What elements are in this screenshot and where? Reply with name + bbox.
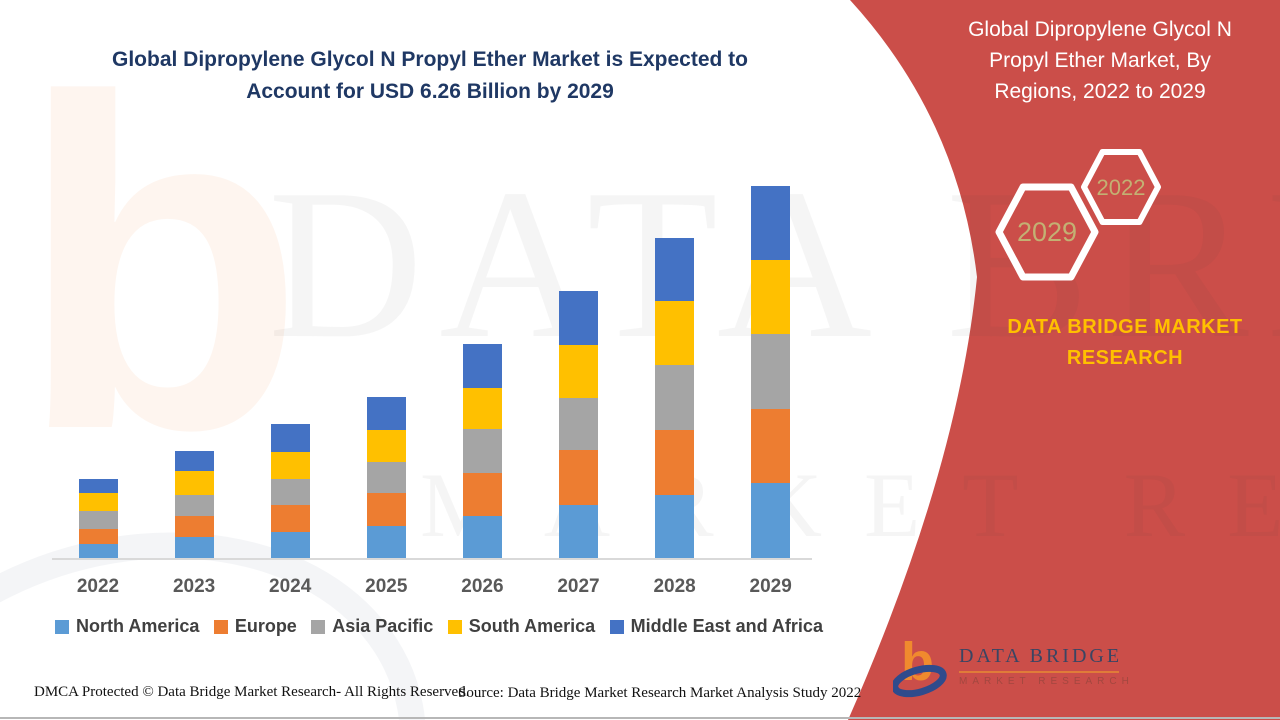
data-bridge-logo: b DATA BRIDGE MARKET RESEARCH <box>893 634 1134 698</box>
bar-segment-2029-middle-east-and-africa <box>751 185 791 260</box>
brand-name-text: DATA BRIDGE MARKET RESEARCH <box>960 312 1280 374</box>
x-axis-label-2028: 2028 <box>653 576 696 597</box>
footer-source: Source: Data Bridge Market Research Mark… <box>458 685 862 701</box>
side-panel-title: Global Dipropylene Glycol N Propyl Ether… <box>968 18 1232 103</box>
logo-b-icon: b <box>893 634 947 698</box>
legend-item-north-america: North America <box>55 616 199 637</box>
stacked-bar-2022 <box>78 479 118 559</box>
stacked-bar-2023 <box>174 451 214 559</box>
bar-segment-2024-middle-east-and-africa <box>270 424 310 452</box>
bar-segment-2024-europe <box>270 505 310 533</box>
bar-segment-2028-middle-east-and-africa <box>655 238 695 302</box>
bar-segment-2026-middle-east-and-africa <box>462 343 502 388</box>
bar-segment-2025-middle-east-and-africa <box>366 396 406 431</box>
bar-segment-2022-europe <box>78 528 118 545</box>
stacked-bar-2029 <box>751 185 791 559</box>
bar-segment-2028-north-america <box>655 495 695 559</box>
logo-name: DATA BRIDGE <box>959 645 1123 667</box>
stacked-bar-2027 <box>559 290 598 559</box>
legend-item-south-america: South America <box>447 616 596 637</box>
bar-segment-2028-europe <box>655 429 695 496</box>
bar-segment-2029-north-america <box>751 483 791 559</box>
logo-b-glyph: b <box>901 634 934 692</box>
legend-label: Middle East and Africa <box>630 616 823 636</box>
legend-label: South America <box>468 616 596 636</box>
bar-segment-2028-asia-pacific <box>655 364 695 430</box>
stacked-bar-2025 <box>366 396 406 559</box>
bar-segment-2029-south-america <box>751 259 791 335</box>
legend-item-middle-east-and-africa: Middle East and Africa <box>609 616 823 637</box>
logo-underline <box>959 671 1119 673</box>
hexagon-2022 <box>1081 149 1161 225</box>
bar-segment-2023-middle-east-and-africa <box>174 451 214 472</box>
legend-item-asia-pacific: Asia Pacific <box>311 616 433 637</box>
bar-segment-2024-south-america <box>270 451 310 480</box>
x-axis-line <box>52 558 812 560</box>
x-axis-label-2026: 2026 <box>461 576 504 597</box>
brand-name-line2: RESEARCH <box>1066 347 1184 369</box>
legend-swatch <box>447 619 462 634</box>
chart-legend: North America Europe Asia Pacific South Ame… <box>55 616 823 637</box>
logo-swoosh <box>893 664 947 698</box>
legend-swatch <box>609 619 624 634</box>
bar-segment-2025-europe <box>366 493 406 527</box>
x-axis-label-2024: 2024 <box>269 576 312 597</box>
bar-segment-2022-middle-east-and-africa <box>78 479 118 494</box>
bar-segment-2022-south-america <box>78 493 118 511</box>
chart-title: Global Dipropylene Glycol N Propyl Ether… <box>55 44 805 108</box>
hexagon-2029-label: 2029 <box>1017 217 1077 247</box>
bar-segment-2026-south-america <box>462 387 502 429</box>
bar-segment-2023-south-america <box>174 471 214 495</box>
legend-swatch <box>55 619 69 634</box>
chart-title-line2: Account for USD 6.26 Billion by 2029 <box>246 80 614 103</box>
logo-text-block: DATA BRIDGE MARKET RESEARCH <box>959 645 1134 687</box>
stacked-bar-2024 <box>270 424 310 559</box>
legend-item-europe: Europe <box>213 616 297 637</box>
bar-segment-2027-europe <box>559 450 598 506</box>
logo-subname: MARKET RESEARCH <box>959 676 1134 687</box>
bar-segment-2026-asia-pacific <box>462 429 502 473</box>
bar-segment-2028-south-america <box>655 301 695 365</box>
bar-segment-2023-north-america <box>174 536 214 559</box>
bar-segment-2024-asia-pacific <box>270 479 310 506</box>
legend-label: Europe <box>234 616 297 636</box>
stacked-bar-plot-area <box>78 185 791 559</box>
chart-title-line1: Global Dipropylene Glycol N Propyl Ether… <box>112 48 748 71</box>
x-axis-label-2023: 2023 <box>172 576 216 597</box>
bottom-border-line <box>0 717 1280 719</box>
bar-segment-2023-asia-pacific <box>174 494 214 517</box>
x-axis-label-2029: 2029 <box>749 576 792 597</box>
bar-segment-2027-asia-pacific <box>559 397 598 451</box>
legend-swatch <box>311 619 326 634</box>
bar-segment-2027-south-america <box>559 344 598 398</box>
x-axis-label-2027: 2027 <box>557 576 600 597</box>
legend-swatch <box>213 619 228 634</box>
brand-name-line1: DATA BRIDGE MARKET <box>1007 316 1243 338</box>
year-hexagons: 2029 2022 <box>995 149 1161 281</box>
stacked-bar-2028 <box>655 238 695 559</box>
bar-segment-2027-middle-east-and-africa <box>559 290 598 345</box>
footer-copyright: DMCA Protected © Data Bridge Market Rese… <box>34 684 470 700</box>
bar-segment-2022-north-america <box>78 544 118 559</box>
bar-segment-2025-asia-pacific <box>366 462 406 494</box>
bar-segment-2026-europe <box>462 472 502 517</box>
bar-segment-2022-asia-pacific <box>78 510 118 529</box>
bar-segment-2025-south-america <box>366 430 406 463</box>
bar-segment-2026-north-america <box>462 516 502 559</box>
hexagon-2029 <box>995 183 1099 281</box>
bar-segment-2027-north-america <box>559 505 598 559</box>
bar-segment-2024-north-america <box>270 532 310 559</box>
bar-segment-2029-europe <box>751 409 791 484</box>
hexagon-2022-label: 2022 <box>1097 175 1146 200</box>
bar-segment-2025-north-america <box>366 526 406 559</box>
x-axis-label-2025: 2025 <box>365 576 408 597</box>
bar-segment-2023-europe <box>174 516 214 537</box>
legend-label: North America <box>76 616 200 636</box>
x-axis-label-2022: 2022 <box>76 576 120 597</box>
bar-segment-2029-asia-pacific <box>751 334 791 410</box>
legend-label: Asia Pacific <box>332 616 434 636</box>
stacked-bar-2026 <box>462 343 502 559</box>
